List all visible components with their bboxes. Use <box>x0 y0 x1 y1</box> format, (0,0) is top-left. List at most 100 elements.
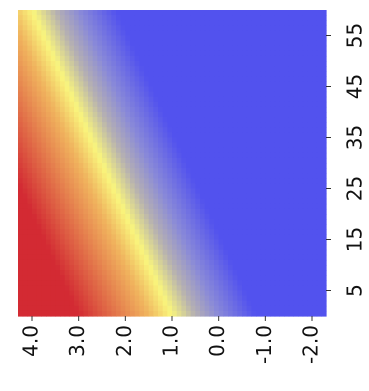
heatmap-cell <box>242 245 247 251</box>
heatmap-cell <box>321 250 326 256</box>
heatmap-cell <box>23 209 28 215</box>
heatmap-cell <box>93 148 98 154</box>
heatmap-cell <box>275 194 280 200</box>
heatmap-cell <box>139 270 144 276</box>
heatmap-cell <box>135 56 140 62</box>
heatmap-cell <box>303 250 308 256</box>
heatmap-cell <box>158 255 163 261</box>
heatmap-cell <box>74 117 79 123</box>
heatmap-cell <box>23 87 28 93</box>
heatmap-cell <box>237 61 242 67</box>
heatmap-cell <box>102 280 107 286</box>
heatmap-cell <box>69 51 74 57</box>
heatmap-cell <box>289 214 294 220</box>
heatmap-cell <box>107 168 112 174</box>
heatmap-cell <box>102 158 107 164</box>
heatmap-cell <box>275 270 280 276</box>
heatmap-cell <box>214 255 219 261</box>
heatmap-cell <box>242 25 247 31</box>
heatmap-cell <box>74 189 79 195</box>
heatmap-cell <box>284 270 289 276</box>
heatmap-cell <box>135 173 140 179</box>
heatmap-cell <box>149 189 154 195</box>
heatmap-cell <box>139 291 144 297</box>
heatmap-cell <box>107 285 112 291</box>
heatmap-cell <box>149 112 154 118</box>
heatmap-cell <box>265 178 270 184</box>
heatmap-cell <box>55 122 60 128</box>
heatmap-cell <box>167 291 172 297</box>
heatmap-cell <box>251 189 256 195</box>
heatmap-cell <box>247 41 252 47</box>
heatmap-cell <box>102 81 107 87</box>
heatmap-cell <box>32 41 37 47</box>
heatmap-cell <box>303 15 308 21</box>
heatmap-cell <box>172 143 177 149</box>
heatmap-cell <box>41 143 46 149</box>
heatmap-cell <box>149 102 154 108</box>
heatmap-cell <box>270 270 275 276</box>
heatmap-cell <box>27 10 32 16</box>
heatmap-cell <box>293 10 298 16</box>
heatmap-cell <box>41 250 46 256</box>
heatmap-cell <box>233 204 238 210</box>
heatmap-cell <box>65 153 70 159</box>
heatmap-cell <box>83 30 88 36</box>
heatmap-cell <box>158 260 163 266</box>
heatmap-cell <box>321 112 326 118</box>
heatmap-cell <box>312 127 317 133</box>
heatmap-cell <box>181 163 186 169</box>
heatmap-cell <box>93 275 98 281</box>
heatmap-cell <box>116 173 121 179</box>
heatmap-cell <box>177 285 182 291</box>
heatmap-cell <box>275 66 280 72</box>
heatmap-cell <box>23 153 28 159</box>
heatmap-cell <box>55 234 60 240</box>
heatmap-cell <box>144 204 149 210</box>
heatmap-cell <box>23 270 28 276</box>
heatmap-cell <box>317 270 322 276</box>
heatmap-cell <box>247 275 252 281</box>
heatmap-cell <box>149 51 154 57</box>
heatmap-cell <box>55 224 60 230</box>
heatmap-cell <box>107 178 112 184</box>
heatmap-cell <box>177 255 182 261</box>
heatmap-cell <box>214 36 219 42</box>
heatmap-cell <box>191 291 196 297</box>
heatmap-cell <box>181 92 186 98</box>
heatmap-cell <box>32 270 37 276</box>
heatmap-cell <box>167 189 172 195</box>
heatmap-cell <box>237 143 242 149</box>
heatmap-cell <box>163 51 168 57</box>
heatmap-cell <box>251 20 256 26</box>
heatmap-cell <box>303 178 308 184</box>
heatmap-cell <box>242 183 247 189</box>
heatmap-cell <box>55 76 60 82</box>
heatmap-cell <box>233 285 238 291</box>
heatmap-cell <box>186 97 191 103</box>
heatmap-cell <box>32 255 37 261</box>
heatmap-cell <box>172 132 177 138</box>
heatmap-cell <box>46 112 51 118</box>
heatmap-cell <box>18 56 23 62</box>
heatmap-cell <box>69 173 74 179</box>
heatmap-cell <box>289 204 294 210</box>
heatmap-cell <box>256 204 261 210</box>
heatmap-cell <box>158 148 163 154</box>
heatmap-cell <box>279 240 284 246</box>
heatmap-cell <box>74 285 79 291</box>
heatmap-cell <box>195 291 200 297</box>
heatmap-cell <box>144 219 149 225</box>
heatmap-cell <box>209 306 214 312</box>
heatmap-cell <box>144 56 149 62</box>
heatmap-cell <box>200 255 205 261</box>
heatmap-cell <box>46 76 51 82</box>
heatmap-cell <box>107 189 112 195</box>
heatmap-cell <box>195 36 200 42</box>
heatmap-cell <box>130 245 135 251</box>
heatmap-cell <box>233 153 238 159</box>
heatmap-cell <box>242 173 247 179</box>
heatmap-cell <box>223 280 228 286</box>
heatmap-cell <box>60 168 65 174</box>
heatmap-cell <box>139 301 144 307</box>
